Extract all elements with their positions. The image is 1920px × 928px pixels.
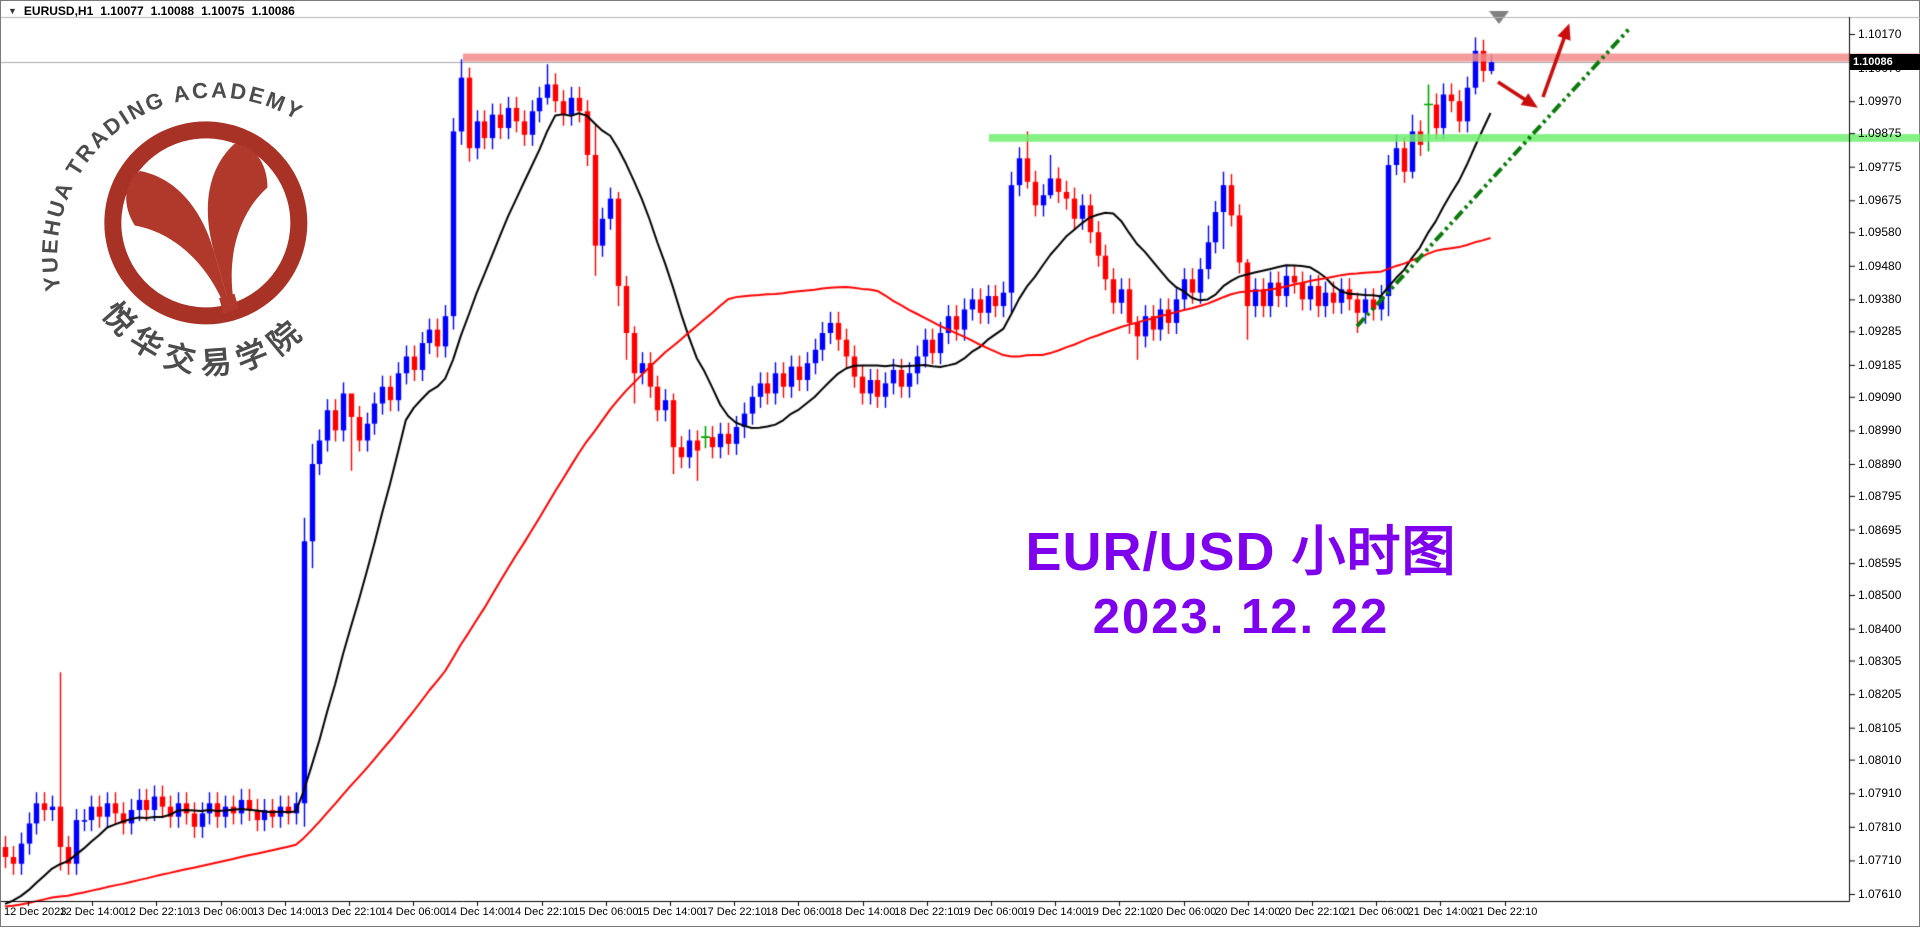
ohlc-high: 1.10088 [150,4,195,18]
time-axis-label: 18 Dec 22:10 [894,906,960,918]
price-axis-label: 1.09970 [1858,94,1902,109]
ohlc-low: 1.10075 [201,4,245,18]
time-axis-label: 21 Dec 22:10 [1471,906,1538,918]
time-axis-label: 21 Dec 14:00 [1407,906,1474,918]
price-axis-label: 1.09580 [1858,225,1902,240]
time-axis-label: 14 Dec 22:10 [508,906,575,918]
time-axis-label: 13 Dec 14:00 [252,906,318,918]
price-axis-label: 1.09480 [1858,258,1902,273]
price-axis-label: 1.08695 [1858,522,1902,537]
time-axis-label: 12 Dec 22:10 [123,906,190,918]
ohlc-open: 1.10077 [100,4,144,18]
price-axis-label: 1.09285 [1858,324,1902,339]
price-axis-label: 1.08205 [1858,687,1902,702]
time-axis-label: 20 Dec 14:00 [1215,906,1281,918]
time-axis-label: 13 Dec 22:10 [316,906,382,918]
price-axis-label: 1.09675 [1858,193,1902,208]
time-axis-label: 14 Dec 06:00 [380,906,446,918]
price-axis-label: 1.08595 [1858,556,1902,571]
price-axis-label: 1.08795 [1858,488,1902,503]
logo-stem [219,293,239,314]
logo-petal-left [126,171,229,306]
time-axis-label: 19 Dec 14:00 [1022,906,1088,918]
price-axis-label: 1.08890 [1858,457,1902,471]
time-axis-label: 15 Dec 14:00 [637,906,703,918]
ohlc-close: 1.10086 [251,4,295,18]
price-axis-label: 1.07810 [1858,819,1902,834]
yuehua-academy-watermark-logo: YUEHUA TRADING ACADEMY 悦华交易学院 [39,48,339,395]
time-axis-label: 19 Dec 22:10 [1086,906,1153,918]
logo-petal-right [207,144,268,304]
current-price-tag: 1.10086 [1850,54,1920,71]
time-axis-label: 12 Dec 14:00 [59,906,125,918]
price-axis-label: 1.09875 [1858,126,1902,141]
price-axis-label: 1.09185 [1858,357,1902,372]
chart-annotation: EUR/USD 小时图 2023. 12. 22 [951,519,1531,648]
time-axis-label: 18 Dec 14:00 [829,906,896,918]
symbol-timeframe-label: EURUSD,H1 [23,4,94,18]
price-axis-label: 1.07710 [1858,853,1902,868]
price-axis-label: 1.08105 [1858,720,1902,735]
logo-ring [104,121,308,325]
time-axis-label: 12 Dec 2023 [4,906,67,918]
price-axis-label: 1.08990 [1858,423,1902,438]
price-axis-label: 1.08500 [1858,588,1902,603]
time-axis-label: 19 Dec 06:00 [958,906,1024,918]
annotation-pair-label: EUR/USD 小时图 [1025,522,1457,582]
price-axis-label: 1.08305 [1858,653,1902,668]
time-axis-label: 15 Dec 06:00 [573,906,639,918]
time-axis-label: 14 Dec 14:00 [444,906,511,918]
price-axis-label: 1.07610 [1858,887,1902,901]
price-axis-label: 1.08010 [1858,752,1902,767]
price-axis-label: 1.09380 [1858,292,1902,307]
price-axis-label: 1.09090 [1858,389,1902,404]
chart-title-bar: ▼ EURUSD,H1 1.10077 1.10088 1.10075 1.10… [8,4,295,18]
time-axis-label: 17 Dec 22:10 [701,906,767,918]
price-axis-label: 1.09775 [1858,159,1902,174]
time-axis-label: 18 Dec 06:00 [765,906,832,918]
price-axis-label: 1.07910 [1858,786,1902,801]
time-axis-label: 13 Dec 06:00 [187,906,254,918]
time-axis-label: 20 Dec 22:10 [1279,906,1345,918]
time-axis-label: 20 Dec 06:00 [1150,906,1217,918]
annotation-date-label: 2023. 12. 22 [1092,589,1390,644]
price-axis-label: 1.08400 [1858,621,1902,636]
price-axis-label: 1.10170 [1858,27,1902,41]
time-axis-label: 21 Dec 06:00 [1343,906,1409,918]
symbol-dropdown-icon[interactable]: ▼ [8,6,17,16]
